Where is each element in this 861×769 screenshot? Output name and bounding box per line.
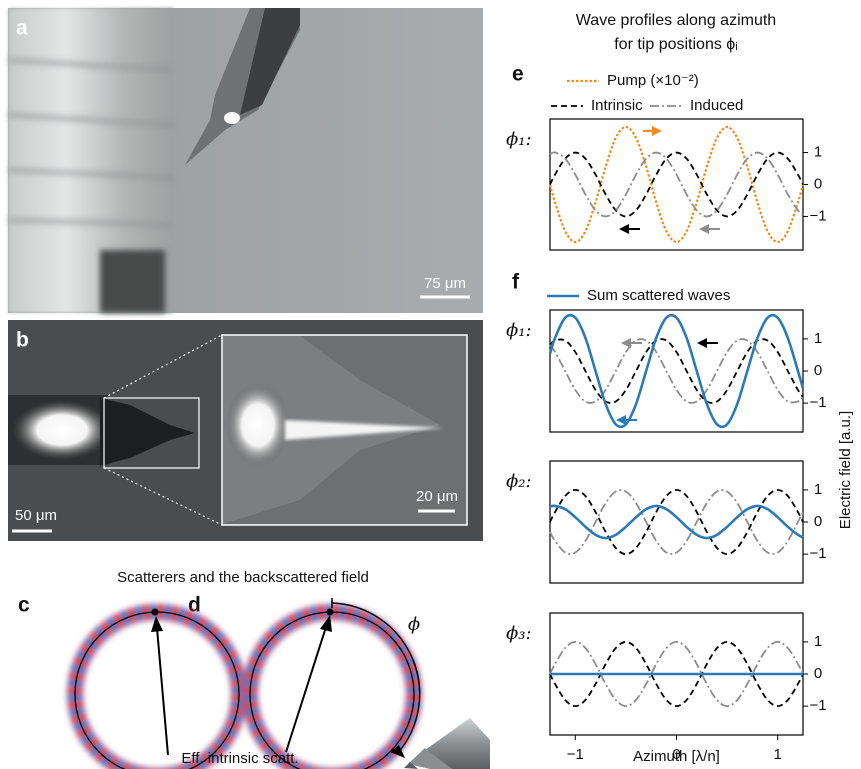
y-tick-label: 0 bbox=[814, 175, 822, 192]
chart-title: Wave profiles along azimuth bbox=[576, 12, 776, 29]
y-tick-label: −1 bbox=[809, 394, 826, 411]
panel-label: a bbox=[16, 17, 28, 40]
line-series bbox=[550, 153, 803, 217]
arrow-label: Eff. intrinsic scatt. bbox=[181, 750, 298, 767]
panel-label: f bbox=[512, 271, 520, 294]
line-series bbox=[550, 127, 803, 242]
scatterer-dot bbox=[327, 609, 334, 616]
scale-bar-label: 75 μm bbox=[424, 275, 466, 292]
diagram-title: Scatterers and the backscattered field bbox=[117, 569, 369, 586]
angle-label: ϕ bbox=[408, 614, 420, 635]
y-tick-label: 1 bbox=[814, 633, 822, 650]
y-tick-label: 1 bbox=[814, 144, 822, 161]
y-tick-label: −1 bbox=[809, 545, 826, 562]
legend-label: Sum scattered waves bbox=[587, 287, 730, 304]
x-axis-label: Azimuth [λ/n] bbox=[633, 748, 720, 765]
chart-title: for tip positions ϕᵢ bbox=[614, 36, 738, 53]
y-axis-label: Electric field [a.u.] bbox=[837, 411, 854, 529]
photo-b: 50 μm 20 μm b bbox=[8, 320, 483, 541]
y-tick-label: 1 bbox=[814, 481, 822, 498]
panel-label: b bbox=[16, 329, 29, 352]
probe bbox=[404, 718, 490, 769]
line-series bbox=[550, 315, 803, 427]
y-tick-label: 1 bbox=[814, 330, 822, 347]
plot-frame bbox=[550, 119, 803, 250]
y-tick-label: −1 bbox=[809, 697, 826, 714]
subplot-label: ϕ₁: bbox=[506, 320, 532, 341]
legend-label: Intrinsic bbox=[591, 97, 643, 114]
cylinder-shadow bbox=[100, 250, 165, 313]
x-tick-label: 1 bbox=[774, 746, 782, 763]
photo-a: 75 μm a bbox=[8, 8, 483, 313]
line-series bbox=[550, 506, 803, 538]
y-tick-label: 0 bbox=[814, 665, 822, 682]
scale-bar-label: 50 μm bbox=[15, 507, 57, 524]
scatterer-lobes bbox=[75, 612, 414, 769]
subplot-label: ϕ₃: bbox=[506, 623, 532, 644]
legend-label: Pump (×10⁻²) bbox=[607, 72, 699, 89]
plot-frame bbox=[550, 461, 803, 583]
panel-label: e bbox=[512, 63, 524, 86]
y-tick-label: −1 bbox=[809, 207, 826, 224]
inset-glow bbox=[226, 383, 290, 467]
line-series bbox=[550, 490, 803, 554]
scatterer-dot bbox=[152, 609, 159, 616]
subplot-label: ϕ₂: bbox=[506, 471, 532, 492]
fiber-glow bbox=[12, 400, 112, 460]
page: 75 μm a 50 μm 20 μm b Scatterers and the… bbox=[0, 0, 861, 769]
diagram: Scatterers and the backscattered field c… bbox=[18, 569, 490, 769]
panel-label: c bbox=[18, 594, 30, 617]
probe-highlight bbox=[224, 112, 240, 124]
y-tick-label: 0 bbox=[814, 362, 822, 379]
inset-scale-bar-label: 20 μm bbox=[416, 488, 458, 505]
plot-frame bbox=[550, 310, 803, 432]
figure: 75 μm a 50 μm 20 μm b Scatterers and the… bbox=[0, 0, 861, 769]
wave-direction-arrows bbox=[616, 126, 720, 425]
x-tick-label: −1 bbox=[567, 746, 584, 763]
legend-label: Induced bbox=[690, 97, 743, 114]
subplot-label: ϕ₁: bbox=[506, 129, 532, 150]
y-tick-label: 0 bbox=[814, 513, 822, 530]
